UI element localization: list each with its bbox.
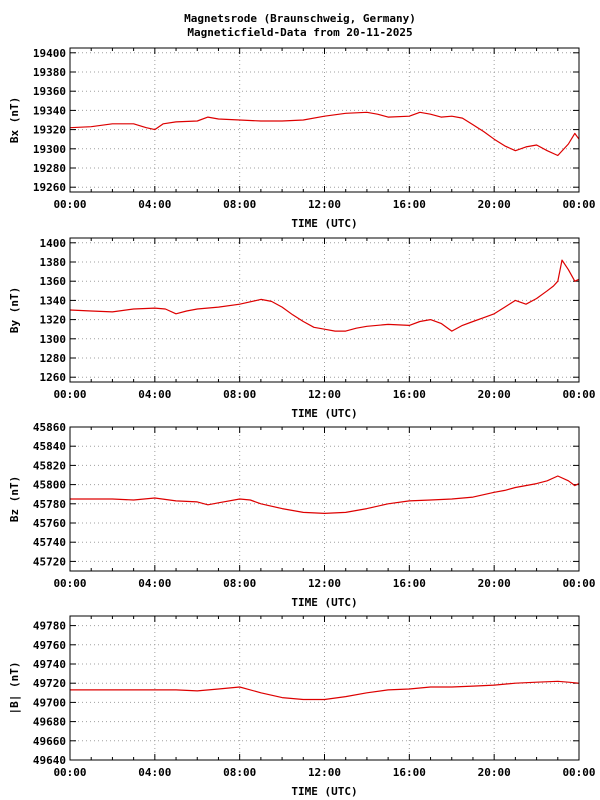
x-tick-label: 04:00 — [138, 766, 171, 779]
y-axis-label: |B| (nT) — [8, 662, 21, 715]
y-tick-label: 45840 — [33, 440, 66, 453]
y-tick-label: 45860 — [33, 421, 66, 434]
x-axis-label: TIME (UTC) — [291, 785, 357, 798]
chart-panel-1: 19260 19280 19300 19320 19340 19360 19380 19400… — [8, 47, 596, 230]
y-tick-label: 45780 — [33, 498, 66, 511]
plot-frame — [69, 426, 580, 572]
y-tick-label: 1340 — [40, 294, 67, 307]
x-tick-label: 16:00 — [393, 577, 426, 590]
y-tick-label: 49680 — [33, 716, 66, 729]
x-axis-label: TIME (UTC) — [291, 596, 357, 609]
y-tick-label: 19300 — [33, 143, 66, 156]
x-tick-label: 16:00 — [393, 388, 426, 401]
y-axis-label: Bz (nT) — [8, 476, 21, 522]
x-tick-label: 08:00 — [223, 388, 256, 401]
y-tick-label: 1360 — [40, 275, 67, 288]
x-tick-label: 08:00 — [223, 577, 256, 590]
y-tick-label: 49660 — [33, 735, 66, 748]
x-tick-label: 00:00 — [53, 388, 86, 401]
y-tick-label: 1400 — [40, 237, 67, 250]
chart-panel-4: 49640 49660 49680 49700 49720 49740 49760 49780… — [8, 615, 596, 798]
y-tick-label: 19260 — [33, 181, 66, 194]
y-tick-label: 19340 — [33, 104, 66, 117]
y-tick-label: 45820 — [33, 459, 66, 472]
chart-panel-3: 45720 45740 45760 45780 45800 45820 45840 45860… — [8, 421, 596, 609]
y-tick-label: 45720 — [33, 555, 66, 568]
x-axis-label: TIME (UTC) — [291, 407, 357, 420]
y-axis-label: By (nT) — [8, 287, 21, 333]
x-tick-label: 16:00 — [393, 766, 426, 779]
plot-frame — [69, 615, 580, 761]
x-tick-label: 12:00 — [308, 766, 341, 779]
x-tick-label: 00:00 — [53, 198, 86, 211]
x-tick-label: 04:00 — [138, 577, 171, 590]
y-tick-label: 19380 — [33, 66, 66, 79]
x-tick-label: 00:00 — [562, 198, 595, 211]
data-series-line — [70, 475, 580, 515]
x-tick-label: 04:00 — [138, 198, 171, 211]
y-tick-label: 19360 — [33, 85, 66, 98]
plot-frame — [69, 47, 580, 193]
x-tick-label: 12:00 — [308, 577, 341, 590]
data-series-line — [69, 259, 580, 332]
x-tick-label: 20:00 — [478, 766, 511, 779]
y-tick-label: 49780 — [33, 620, 66, 633]
chart-title: Magnetsrode (Braunschweig, Germany) Magn… — [0, 12, 600, 40]
x-tick-label: 00:00 — [562, 766, 595, 779]
y-tick-label: 19320 — [33, 124, 66, 137]
y-tick-label: 1320 — [40, 314, 67, 327]
data-series-line — [70, 680, 580, 701]
y-axis-label: Bx (nT) — [8, 97, 21, 143]
x-tick-label: 00:00 — [562, 577, 595, 590]
y-tick-label: 45760 — [33, 517, 66, 530]
y-tick-label: 1380 — [40, 256, 67, 269]
x-tick-label: 20:00 — [478, 388, 511, 401]
y-tick-label: 1300 — [40, 333, 67, 346]
y-tick-label: 1280 — [40, 352, 67, 365]
x-tick-label: 00:00 — [53, 766, 86, 779]
y-tick-label: 49740 — [33, 658, 66, 671]
y-tick-label: 45800 — [33, 479, 66, 492]
x-tick-label: 00:00 — [562, 388, 595, 401]
x-tick-label: 04:00 — [138, 388, 171, 401]
y-tick-label: 49700 — [33, 696, 66, 709]
x-axis-label: TIME (UTC) — [291, 217, 357, 230]
y-tick-label: 45740 — [33, 536, 66, 549]
x-tick-label: 20:00 — [478, 577, 511, 590]
chart-title-line-2: Magneticfield-Data from 20-11-2025 — [187, 26, 413, 39]
y-tick-label: 49640 — [33, 754, 66, 767]
y-tick-label: 49760 — [33, 639, 66, 652]
y-tick-label: 1260 — [40, 371, 67, 384]
y-tick-label: 19400 — [33, 47, 66, 60]
x-tick-label: 16:00 — [393, 198, 426, 211]
chart-title-line-1: Magnetsrode (Braunschweig, Germany) — [184, 12, 416, 25]
chart-panel-2: 1260 1280 1300 1320 1340 1360 1380 1400 00:00 04:… — [8, 237, 596, 420]
x-tick-label: 08:00 — [223, 198, 256, 211]
x-tick-label: 12:00 — [308, 388, 341, 401]
y-tick-label: 19280 — [33, 162, 66, 175]
x-tick-label: 20:00 — [478, 198, 511, 211]
y-tick-label: 49720 — [33, 677, 66, 690]
x-tick-label: 12:00 — [308, 198, 341, 211]
x-tick-label: 00:00 — [53, 577, 86, 590]
data-series-line — [69, 111, 580, 157]
x-tick-label: 08:00 — [223, 766, 256, 779]
plot-frame — [69, 237, 580, 383]
